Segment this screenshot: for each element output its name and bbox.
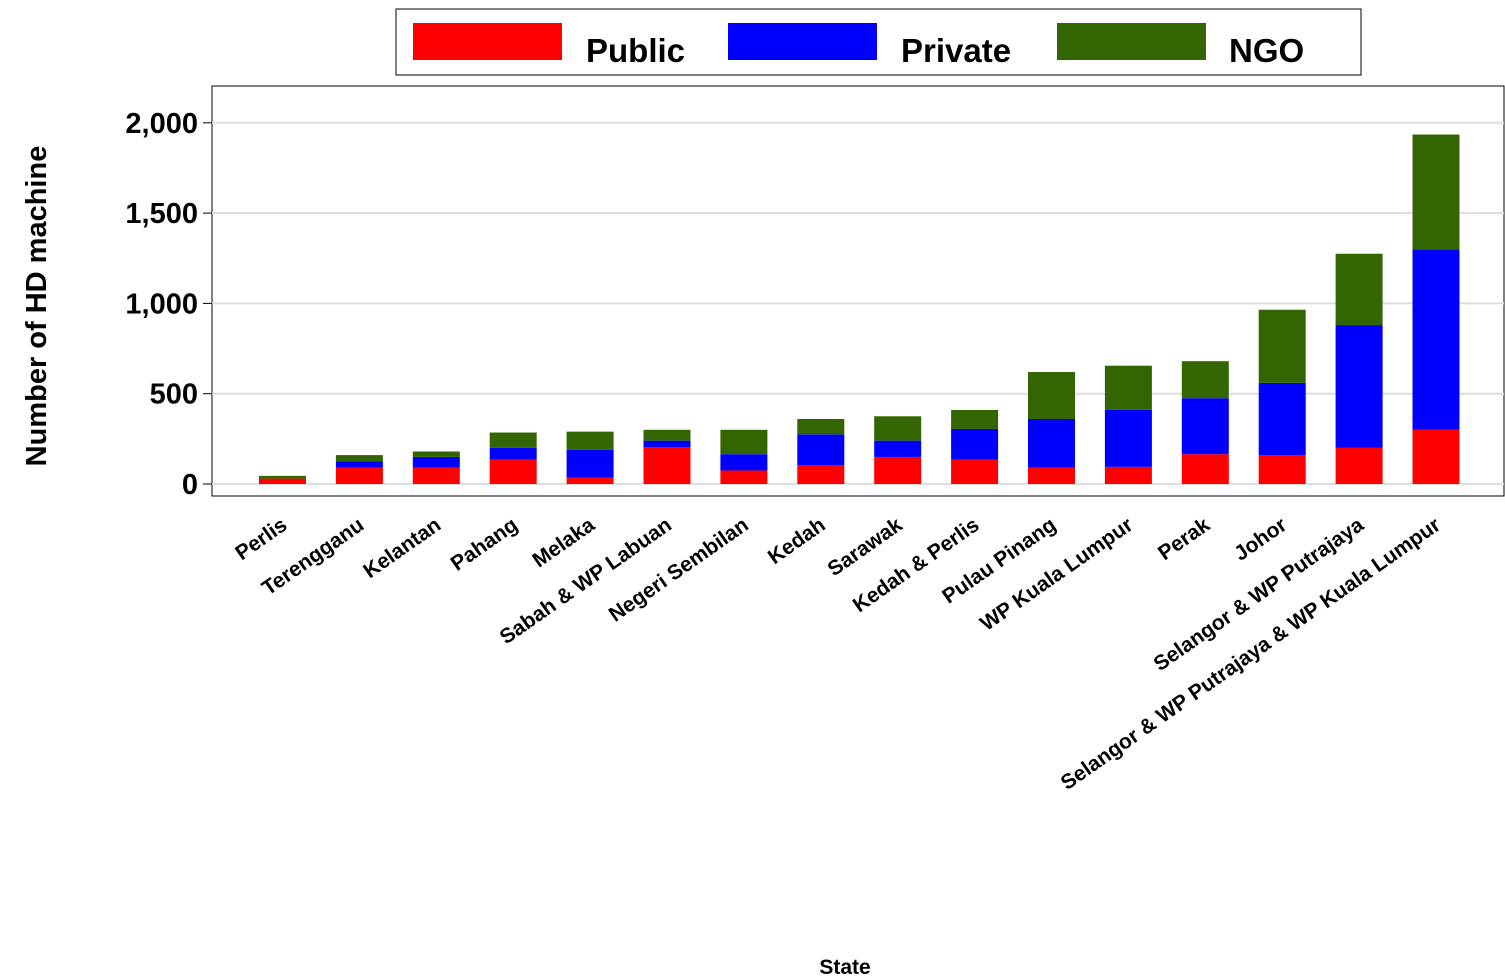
x-tick-label: Perlis <box>231 513 291 565</box>
bar-public <box>335 467 383 484</box>
y-tick-label: 2,000 <box>125 108 198 140</box>
bar-ngo <box>259 475 306 479</box>
y-tick-label: 1,500 <box>125 198 198 230</box>
bar-public <box>874 456 922 484</box>
x-tick-label: Kelantan <box>359 513 445 583</box>
bar-private <box>643 440 691 447</box>
grid-lines <box>212 121 1504 485</box>
legend-label-ngo: NGO <box>1229 32 1304 69</box>
bar-public <box>566 477 614 484</box>
legend: Public Private NGO <box>395 8 1362 76</box>
x-tick-label: Perak <box>1154 513 1214 565</box>
bar-private <box>797 434 845 466</box>
plot-area-frame <box>211 85 1505 497</box>
bar-private <box>489 447 537 460</box>
x-tick-label: Pahang <box>447 513 522 575</box>
bar-public <box>412 467 460 484</box>
bar-private <box>1104 409 1152 467</box>
bar-ngo <box>1181 361 1229 399</box>
bar-ngo <box>1104 365 1152 410</box>
bar-ngo <box>951 409 999 429</box>
x-tick-label: Johor <box>1230 513 1291 565</box>
legend-swatch-private <box>728 23 877 60</box>
bar-ngo <box>720 429 768 455</box>
bar-public <box>1258 455 1306 484</box>
bar-ngo <box>874 416 922 441</box>
bar-public <box>259 478 306 484</box>
x-tick-label: Melaka <box>528 513 599 572</box>
bar-public <box>643 446 691 484</box>
bar-private <box>566 449 614 478</box>
bars <box>259 134 1460 484</box>
bar-private <box>1412 249 1460 430</box>
x-axis-label: State <box>819 956 870 978</box>
x-tick-label: Kedah & Perlis <box>849 513 984 617</box>
legend-label-private: Private <box>901 32 1011 69</box>
bar-private <box>335 461 383 468</box>
bar-public <box>1412 429 1460 484</box>
bar-ngo <box>1028 372 1075 419</box>
bar-private <box>1181 398 1229 455</box>
bar-ngo <box>797 418 845 435</box>
bar-ngo <box>566 431 614 450</box>
bar-private <box>1335 325 1383 448</box>
bar-public <box>489 459 537 484</box>
bar-public <box>1181 454 1229 484</box>
legend-label-public: Public <box>586 32 685 69</box>
x-tick-label: Kedah <box>764 513 830 569</box>
bar-ngo <box>1412 134 1460 250</box>
y-axis-ticks: 0 500 1,000 1,500 2,000 <box>125 108 212 501</box>
bar-private <box>720 454 768 471</box>
bar-private <box>412 456 460 468</box>
bar-public <box>1335 447 1383 484</box>
y-tick-label: 1,000 <box>125 288 198 320</box>
bar-ngo <box>1258 309 1306 383</box>
bar-private <box>1258 382 1306 456</box>
bar-ngo <box>489 432 537 448</box>
y-tick-label: 0 <box>182 469 198 501</box>
legend-swatch-ngo <box>1057 23 1206 60</box>
x-tick-label: Negeri Sembilan <box>605 513 753 626</box>
bar-public <box>1104 466 1152 484</box>
bar-private <box>1028 418 1075 468</box>
y-axis-label: Number of HD machine <box>21 146 53 467</box>
bar-ngo <box>1335 253 1383 326</box>
bar-public <box>720 470 768 484</box>
bar-public <box>951 459 999 484</box>
bar-private <box>874 440 922 457</box>
legend-swatch-public <box>413 23 562 60</box>
y-tick-label: 500 <box>150 379 198 411</box>
bar-ngo <box>335 455 383 462</box>
bar-public <box>1028 467 1075 484</box>
bar-private <box>951 428 999 460</box>
bar-ngo <box>412 451 460 457</box>
bar-ngo <box>643 429 691 441</box>
bar-public <box>797 465 845 484</box>
